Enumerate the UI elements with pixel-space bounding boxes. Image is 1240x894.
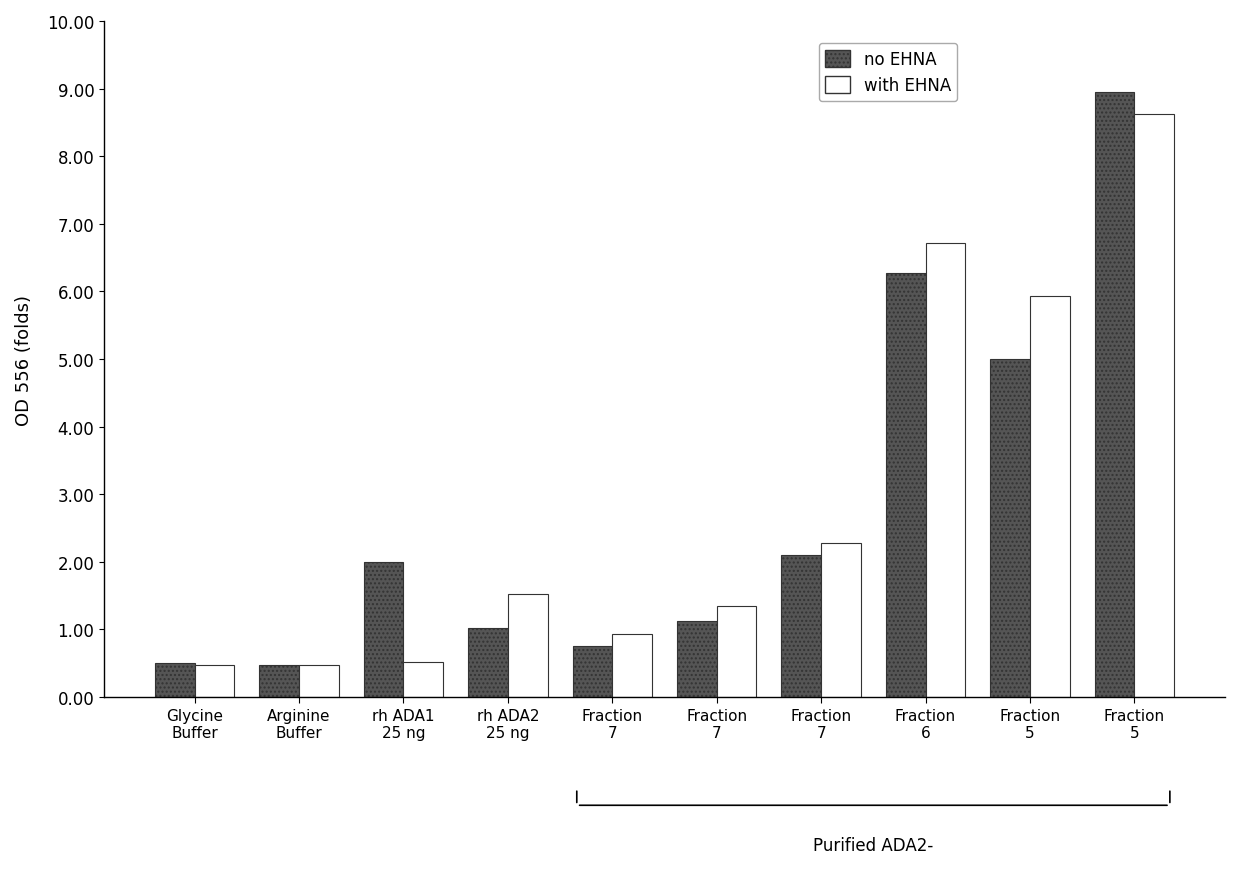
Bar (781, 555, 821, 697)
Bar (1095, 93, 1135, 697)
Bar (403, 662, 443, 697)
Bar (613, 635, 652, 697)
Bar (1135, 115, 1174, 697)
Bar (821, 544, 861, 697)
Y-axis label: OD 556 (folds): OD 556 (folds) (15, 294, 33, 425)
Legend: no EHNA, with EHNA: no EHNA, with EHNA (818, 44, 957, 102)
Bar (1030, 297, 1070, 697)
Bar (259, 665, 299, 697)
Bar (508, 595, 548, 697)
Text: Purified ADA2-: Purified ADA2- (813, 836, 934, 854)
Bar (717, 606, 756, 697)
Bar (573, 646, 613, 697)
Bar (299, 665, 339, 697)
Bar (991, 359, 1030, 697)
Bar (195, 665, 234, 697)
Bar (677, 621, 717, 697)
Bar (363, 562, 403, 697)
Bar (885, 274, 925, 697)
Bar (469, 628, 508, 697)
Bar (155, 663, 195, 697)
Bar (925, 243, 965, 697)
